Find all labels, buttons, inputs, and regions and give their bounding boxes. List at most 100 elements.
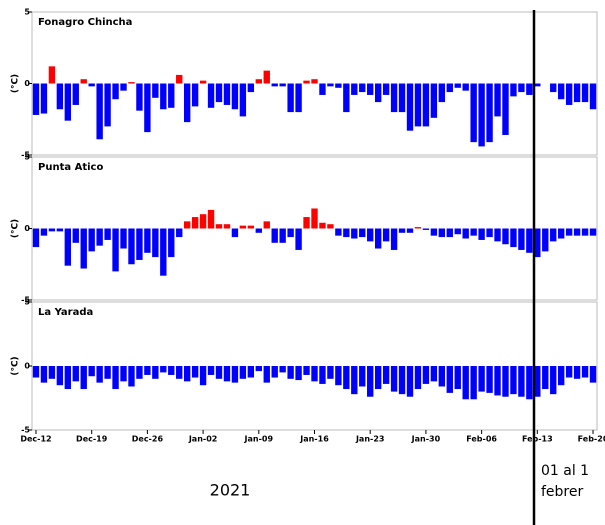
bar bbox=[152, 228, 159, 258]
bar bbox=[231, 83, 239, 110]
bar bbox=[72, 366, 79, 382]
bar bbox=[168, 83, 175, 108]
bar bbox=[406, 83, 414, 131]
bar bbox=[32, 83, 40, 115]
bar bbox=[168, 366, 175, 375]
bar bbox=[88, 83, 95, 87]
bar bbox=[72, 228, 79, 243]
bar bbox=[144, 366, 151, 375]
bar bbox=[454, 366, 461, 390]
bar bbox=[112, 83, 119, 100]
bar bbox=[526, 83, 533, 95]
bar bbox=[406, 228, 414, 233]
bar bbox=[319, 83, 326, 95]
bar bbox=[414, 83, 422, 127]
bar bbox=[247, 225, 255, 229]
bar bbox=[231, 366, 239, 383]
bar bbox=[215, 224, 223, 229]
bar bbox=[374, 228, 382, 249]
bar bbox=[550, 366, 557, 395]
annotation-line: febrer bbox=[541, 484, 583, 500]
bar bbox=[191, 366, 199, 378]
bar bbox=[374, 83, 382, 103]
bar bbox=[112, 366, 119, 390]
bar bbox=[207, 209, 215, 229]
bar bbox=[565, 83, 573, 105]
bar bbox=[558, 83, 565, 100]
bar bbox=[430, 366, 438, 382]
bar bbox=[422, 366, 430, 384]
bar bbox=[80, 79, 87, 84]
bar bbox=[176, 74, 183, 84]
bar bbox=[422, 228, 430, 230]
bar bbox=[534, 366, 541, 397]
x-tick-label: Dec-12 bbox=[20, 435, 51, 444]
bar bbox=[518, 228, 525, 250]
bar bbox=[470, 366, 477, 400]
bar bbox=[494, 228, 501, 242]
bar bbox=[406, 366, 414, 397]
bar bbox=[558, 228, 565, 239]
bar bbox=[136, 366, 143, 379]
bar bbox=[494, 83, 501, 117]
bar bbox=[112, 228, 119, 272]
bar bbox=[287, 83, 294, 113]
bar bbox=[199, 80, 207, 84]
bar bbox=[72, 83, 79, 105]
bar bbox=[558, 366, 565, 386]
bar bbox=[183, 221, 191, 229]
bar bbox=[136, 228, 143, 260]
bar bbox=[215, 83, 223, 103]
bar bbox=[96, 228, 103, 246]
bar bbox=[359, 228, 366, 238]
bar bbox=[32, 366, 40, 378]
bar bbox=[351, 228, 358, 239]
bar bbox=[550, 83, 557, 93]
bar bbox=[382, 366, 390, 384]
x-tick-label: Jan-02 bbox=[188, 435, 218, 444]
bar bbox=[327, 83, 334, 87]
bar bbox=[303, 366, 310, 375]
bar bbox=[438, 228, 446, 238]
bar bbox=[518, 366, 525, 397]
x-tick-label: Dec-19 bbox=[76, 435, 108, 444]
bar bbox=[573, 83, 581, 103]
bar bbox=[128, 366, 135, 387]
bar bbox=[40, 366, 48, 383]
bar bbox=[534, 83, 541, 87]
y-tick-label: -5 bbox=[21, 296, 30, 305]
bar bbox=[80, 366, 87, 390]
bar bbox=[359, 366, 366, 387]
bar bbox=[367, 228, 374, 242]
y-axis-label: (°C) bbox=[11, 74, 21, 93]
bar bbox=[176, 366, 183, 379]
bar bbox=[199, 366, 207, 386]
x-tick-label: Jan-16 bbox=[299, 435, 329, 444]
bar bbox=[32, 228, 40, 248]
bar bbox=[327, 366, 334, 379]
bar bbox=[279, 83, 286, 87]
y-tick-label: -5 bbox=[21, 426, 30, 435]
bar bbox=[518, 83, 525, 93]
y-axis-label: (°C) bbox=[11, 219, 21, 238]
bar bbox=[104, 83, 111, 127]
x-tick-label: Feb-13 bbox=[522, 435, 553, 444]
bar bbox=[271, 228, 278, 243]
bar bbox=[550, 228, 557, 242]
bar bbox=[255, 79, 262, 84]
bar bbox=[573, 228, 581, 236]
bar bbox=[542, 366, 549, 390]
bar bbox=[295, 83, 302, 113]
bar bbox=[446, 228, 453, 238]
bar bbox=[40, 228, 48, 236]
bar bbox=[247, 83, 255, 93]
bar bbox=[136, 83, 143, 111]
bar bbox=[311, 208, 318, 229]
bar bbox=[470, 83, 477, 143]
bar bbox=[367, 366, 374, 397]
bar bbox=[303, 217, 310, 229]
bar bbox=[120, 83, 127, 91]
bar bbox=[231, 228, 239, 238]
bar bbox=[48, 366, 56, 379]
